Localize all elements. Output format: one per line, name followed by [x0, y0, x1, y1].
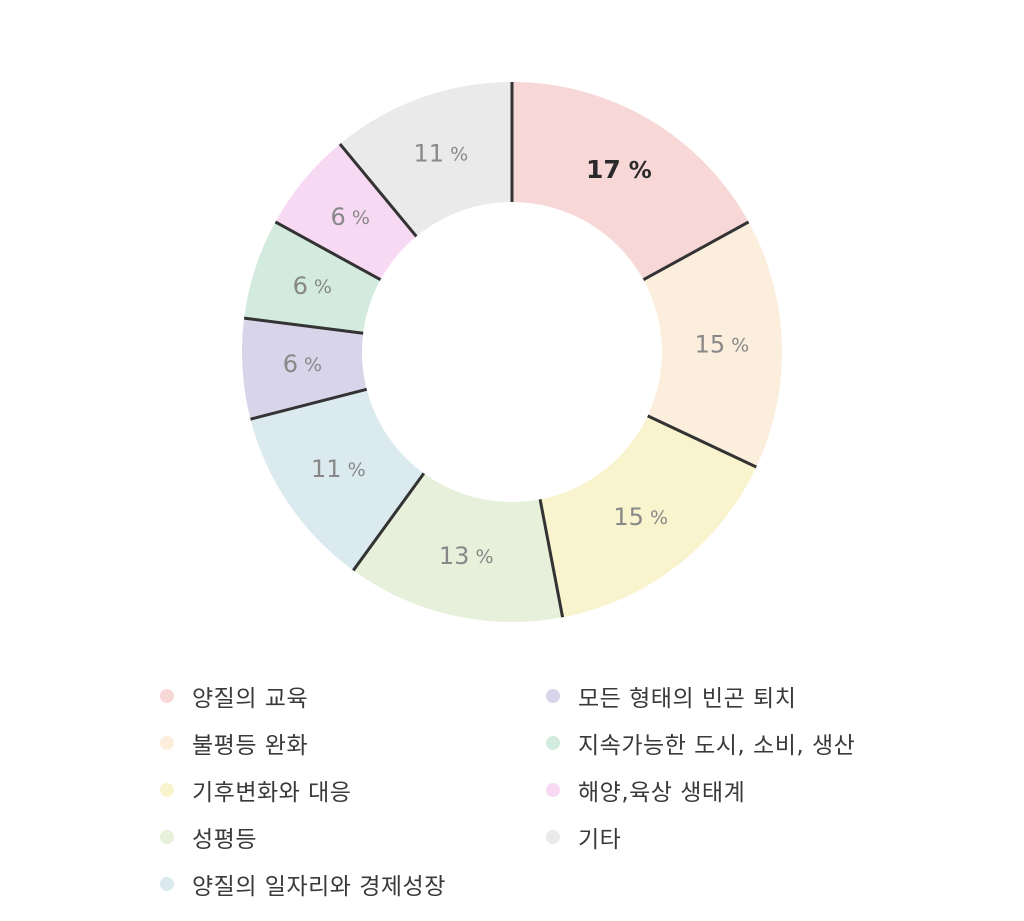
slice-value-label: 6 % — [293, 272, 332, 300]
donut-slice — [512, 82, 749, 280]
slice-divider — [647, 414, 757, 469]
donut-slice — [339, 82, 512, 237]
slice-value-label: 11 % — [414, 139, 469, 167]
slice-divider — [338, 143, 418, 238]
legend-item: 양질의 일자리와 경제성장 — [160, 860, 546, 907]
slice-divider — [538, 499, 565, 618]
legend-swatch — [546, 782, 560, 797]
legend-label: 모든 형태의 빈곤 퇴치 — [578, 685, 797, 712]
legend-swatch — [546, 688, 560, 703]
slice-value-label: 11 % — [311, 455, 366, 483]
legend-item: 기후변화와 대응 — [160, 766, 546, 813]
legend-label: 불평등 완화 — [192, 732, 309, 759]
legend-label: 지속가능한 도시, 소비, 생산 — [578, 732, 856, 759]
slice-value-label: 17 % — [586, 155, 652, 184]
slice-divider — [642, 220, 750, 282]
legend-item: 불평등 완화 — [160, 719, 546, 766]
legend-item: 양질의 교육 — [160, 672, 546, 719]
slice-divider — [352, 472, 426, 572]
donut-slice — [275, 143, 417, 280]
legend-item: 해양,육상 생태계 — [546, 766, 920, 813]
legend-label: 기타 — [578, 826, 622, 853]
legend-item: 지속가능한 도시, 소비, 생산 — [546, 719, 920, 766]
legend-swatch — [160, 876, 174, 891]
slice-value-label: 6 % — [331, 203, 370, 231]
slice-divider — [250, 387, 368, 421]
legend-label: 양질의 일자리와 경제성장 — [192, 873, 446, 900]
legend-label: 해양,육상 생태계 — [578, 779, 746, 806]
legend-item: 모든 형태의 빈곤 퇴치 — [546, 672, 920, 719]
legend-swatch — [160, 829, 174, 844]
slice-value-label: 15 % — [695, 330, 750, 358]
legend-swatch — [160, 782, 174, 797]
legend-label: 양질의 교육 — [192, 685, 309, 712]
legend-swatch — [546, 735, 560, 750]
legend-item: 성평등 — [160, 813, 546, 860]
legend-label: 성평등 — [192, 826, 257, 853]
slice-value-label: 13 % — [439, 542, 494, 570]
donut-slice — [244, 221, 381, 334]
donut-chart: 17 % 15 % 15 % 13 % 11 % 6 % 6 % 6 % 11 % — [241, 82, 782, 622]
legend-swatch — [160, 688, 174, 703]
legend-swatch — [546, 829, 560, 844]
donut-slice — [540, 415, 757, 618]
donut-slice — [250, 389, 424, 571]
slice-divider — [274, 220, 382, 282]
slice-value-label: 15 % — [613, 503, 668, 531]
legend-swatch — [160, 735, 174, 750]
legend-item: 기타 — [546, 813, 920, 860]
legend-label: 기후변화와 대응 — [192, 779, 352, 806]
slice-divider — [243, 316, 364, 335]
donut-slice — [353, 473, 563, 622]
donut-slice — [241, 318, 367, 420]
slice-value-label: 6 % — [283, 350, 322, 378]
donut-slice — [643, 221, 782, 467]
